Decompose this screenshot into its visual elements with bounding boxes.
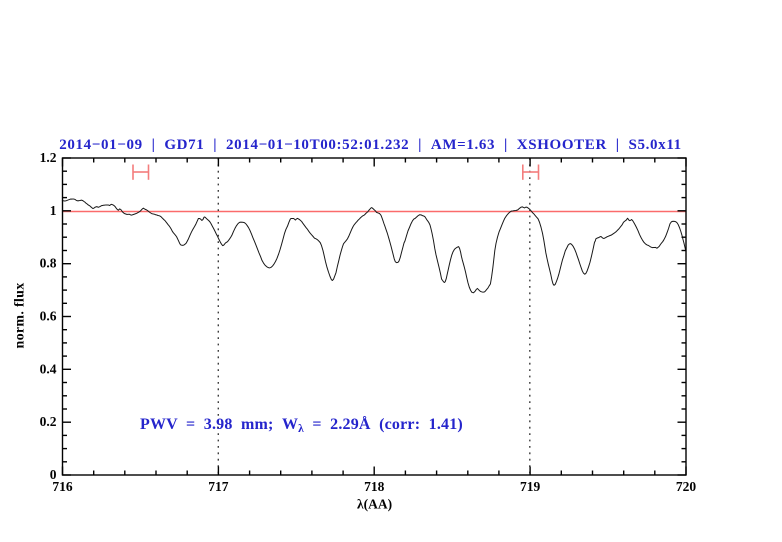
svg-text:norm. flux: norm. flux: [13, 283, 28, 349]
svg-text:PWV = 3.98 mm; Wλ = 2.29: PWV = 3.98 mm; Wλ = 2.29Å (corr: 1.41): [140, 415, 463, 435]
svg-text:716: 716: [52, 479, 73, 494]
svg-text:0.2: 0.2: [40, 414, 57, 429]
svg-text:0.4: 0.4: [40, 361, 57, 376]
svg-text:717: 717: [208, 479, 229, 494]
svg-text:0.6: 0.6: [40, 309, 57, 324]
svg-text:720: 720: [676, 479, 697, 494]
svg-text:λ(AA): λ(AA): [357, 497, 392, 512]
svg-text:719: 719: [520, 479, 541, 494]
svg-text:1: 1: [50, 203, 57, 218]
svg-text:0: 0: [50, 467, 57, 482]
svg-text:0.8: 0.8: [40, 256, 57, 271]
svg-text:718: 718: [364, 479, 385, 494]
svg-text:2014−01−09 | GD71 | 2014−0: 2014−01−09 | GD71 | 2014−01−10T00:52:01.…: [59, 137, 682, 153]
svg-text:1.2: 1.2: [40, 150, 57, 165]
